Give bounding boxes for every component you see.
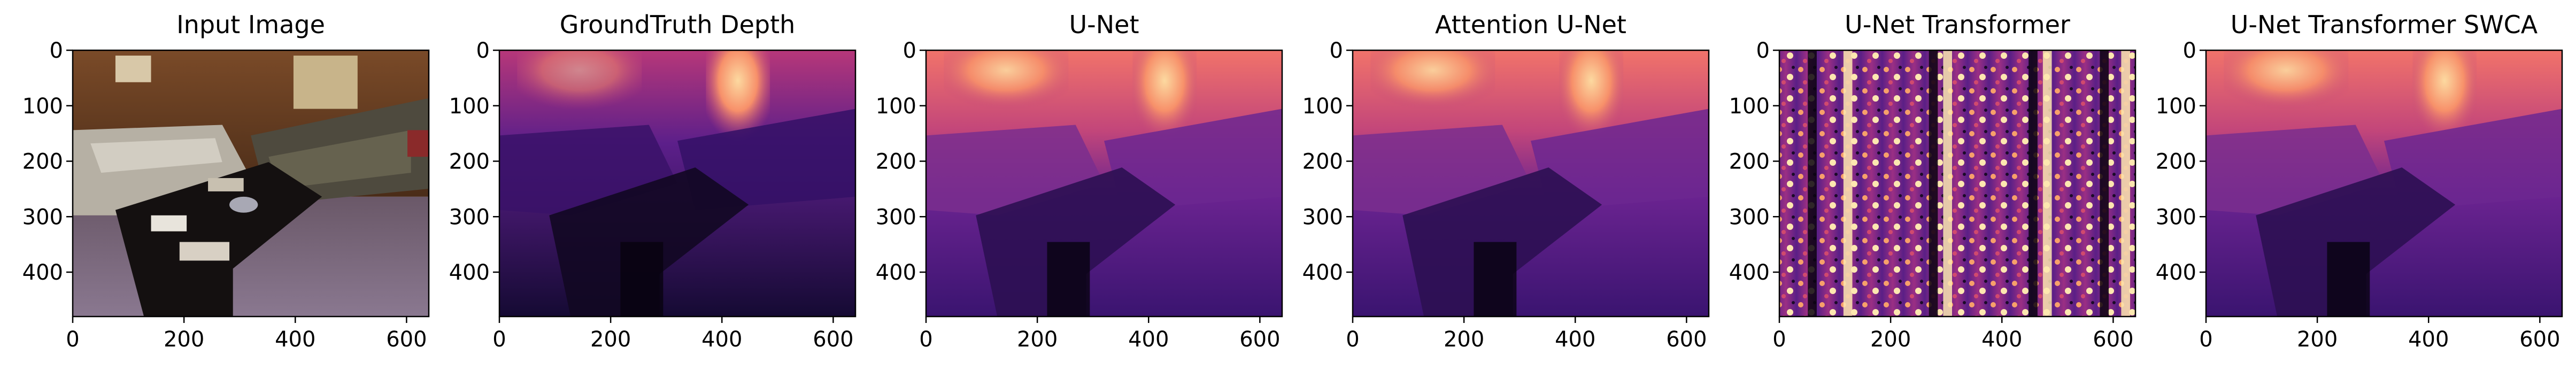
x-tick-label: 600 [386,327,427,352]
panel-title: U-Net [1069,10,1139,39]
x-tick-label: 200 [590,327,631,352]
x-tick-label: 400 [701,327,742,352]
y-tick-label: 0 [50,38,63,63]
y-tick-label: 100 [449,94,490,119]
panel-title: Attention U-Net [1435,10,1626,39]
y-tick-label: 300 [1729,205,1770,229]
x-tick-label: 400 [1128,327,1169,352]
y-tick-label: 200 [2156,150,2196,174]
axis-frame [2205,49,2563,318]
panel-image [499,50,855,317]
x-tick-label: 400 [1555,327,1595,352]
y-tick-label: 100 [22,94,63,119]
y-tick-label: 300 [876,205,916,229]
y-tick-label: 200 [22,150,63,174]
x-tick-label: 400 [1981,327,2022,352]
x-tick-label: 200 [2297,327,2338,352]
axis-frame [1778,49,2137,318]
panel-image [73,50,429,317]
y-tick-label: 400 [22,260,63,285]
panel: U-Net Transformer 0 200 400 600 0 100 200 300 400 [1729,10,2137,352]
y-tick-label: 0 [1756,38,1770,63]
x-tick-label: 200 [1870,327,1911,352]
panel-title: U-Net Transformer SWCA [2231,10,2538,39]
y-tick-label: 300 [22,205,63,229]
x-tick-label: 600 [2519,327,2560,352]
y-tick-label: 300 [2156,205,2196,229]
y-tick-label: 400 [449,260,490,285]
axis-frame [1352,49,1710,318]
y-tick-label: 100 [1302,94,1343,119]
panel: U-Net Transformer SWCA 0 200 400 600 0 100 200 3… [2156,10,2563,352]
x-tick-label: 600 [1239,327,1280,352]
y-tick-label: 100 [876,94,916,119]
x-tick-label: 200 [1444,327,1484,352]
y-tick-label: 0 [2183,38,2196,63]
panel: GroundTruth Depth 0 200 400 600 0 100 200 300 400 [449,10,857,352]
panel-title: Input Image [176,10,325,39]
x-tick-label: 0 [66,327,79,352]
y-tick-label: 400 [876,260,916,285]
y-tick-label: 400 [2156,260,2196,285]
panel-image [1779,50,2135,317]
y-tick-label: 0 [1330,38,1343,63]
x-tick-label: 600 [1666,327,1707,352]
x-tick-label: 0 [2199,327,2212,352]
y-tick-label: 300 [1302,205,1343,229]
panel-title: GroundTruth Depth [560,10,796,39]
x-tick-label: 0 [919,327,932,352]
axis-frame [498,49,857,318]
x-tick-label: 200 [1017,327,1058,352]
y-tick-label: 300 [449,205,490,229]
panel: U-Net 0 200 400 600 0 100 200 300 400 [876,10,1283,352]
y-tick-label: 400 [1729,260,1770,285]
panel: Input Image 0 200 400 600 0 100 200 300 400 [22,10,430,352]
y-tick-label: 400 [1302,260,1343,285]
x-tick-label: 0 [1346,327,1359,352]
panel-image [926,50,1282,317]
y-tick-label: 200 [449,150,490,174]
y-tick-label: 200 [1729,150,1770,174]
x-tick-label: 400 [275,327,315,352]
y-tick-label: 200 [1302,150,1343,174]
panel-image [1353,50,1709,317]
panel-image [2206,50,2562,317]
x-tick-label: 200 [164,327,204,352]
y-tick-label: 200 [876,150,916,174]
x-tick-label: 600 [2093,327,2133,352]
panel-title: U-Net Transformer [1845,10,2070,39]
y-tick-label: 0 [476,38,490,63]
panel: Attention U-Net 0 200 400 600 0 100 200 300 400 [1302,10,1710,352]
y-tick-label: 100 [2156,94,2196,119]
x-tick-label: 0 [1772,327,1786,352]
x-tick-label: 400 [2408,327,2449,352]
axis-frame [925,49,1283,318]
axis-frame [72,49,430,318]
y-tick-label: 0 [903,38,916,63]
y-tick-label: 100 [1729,94,1770,119]
x-tick-label: 600 [813,327,853,352]
x-tick-label: 0 [492,327,506,352]
